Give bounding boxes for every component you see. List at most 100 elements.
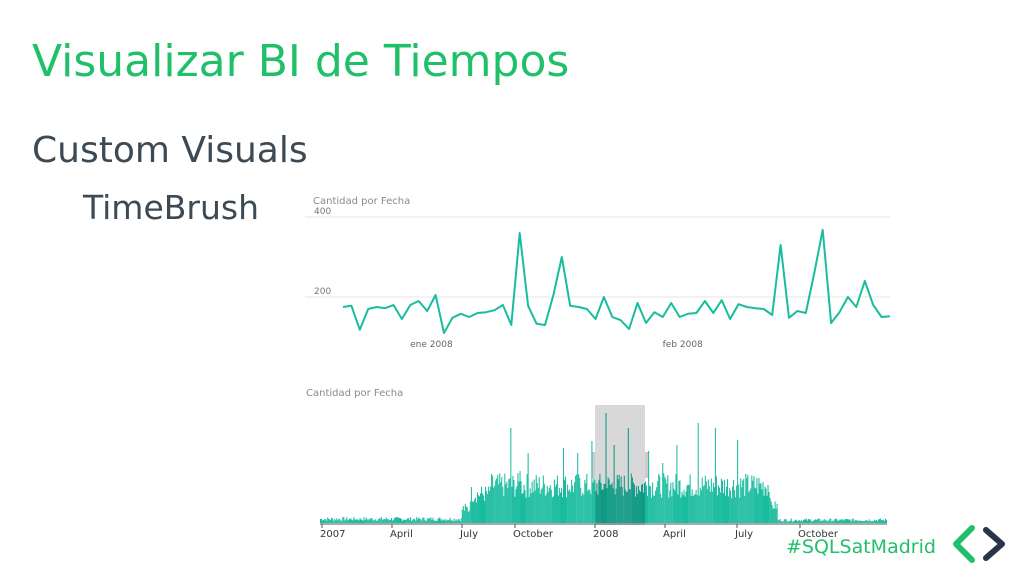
brush-bar	[738, 484, 740, 523]
brush-bar	[377, 519, 379, 523]
brush-bar	[550, 489, 552, 523]
brush-handle-left[interactable]	[592, 452, 595, 478]
brush-bar	[495, 480, 497, 523]
brush-bar	[416, 517, 418, 523]
brush-bar	[483, 495, 485, 523]
brush-bar	[351, 519, 353, 523]
brush-bar	[611, 482, 613, 523]
brush-bar	[538, 477, 540, 523]
brush-bar	[775, 508, 777, 523]
brush-bar	[455, 519, 457, 523]
brush-xtick-label: October	[798, 529, 839, 540]
brush-bar	[633, 484, 635, 523]
brush-bar	[426, 520, 428, 523]
brush-bar	[848, 519, 850, 523]
brush-bar	[345, 519, 347, 523]
timebrush-chart[interactable]: 2007 April July October 2008 April July October	[315, 400, 895, 550]
brush-bar	[403, 519, 405, 523]
brush-bar	[452, 521, 454, 523]
brush-bar	[662, 463, 664, 523]
brush-bar	[795, 519, 797, 523]
brush-bar	[537, 488, 539, 523]
brush-bar	[786, 521, 788, 523]
slide-title: Visualizar BI de Tiempos	[32, 36, 570, 87]
brush-bar	[331, 517, 333, 523]
brush-bar	[367, 520, 369, 523]
brush-bar	[349, 518, 351, 523]
brush-bar	[606, 488, 608, 523]
line-ytick-label: 200	[314, 287, 331, 297]
brush-bar	[518, 481, 520, 523]
brush-bar	[517, 473, 519, 523]
brush-bar	[734, 490, 736, 523]
brush-bar	[530, 493, 532, 523]
brush-bar	[485, 486, 487, 523]
brush-bar	[622, 495, 624, 523]
brush-bar	[463, 510, 465, 523]
brush-bar	[631, 477, 633, 523]
brush-bar	[636, 494, 638, 523]
brush-bar	[543, 483, 545, 523]
brush-bar	[706, 489, 708, 523]
brush-bar	[529, 488, 531, 523]
brush-bar	[570, 492, 572, 523]
brush-bar	[669, 490, 671, 523]
brush-bar	[637, 485, 639, 523]
brush-bar	[732, 486, 734, 523]
brush-bar	[471, 501, 473, 523]
brush-bar	[879, 518, 881, 523]
brush-bar	[731, 498, 733, 523]
brush-bar	[441, 519, 443, 523]
brush-bar	[561, 488, 563, 523]
brush-bar	[739, 497, 741, 523]
brush-bar	[496, 478, 498, 523]
brush-bar	[850, 521, 852, 523]
brush-bar	[526, 474, 528, 523]
brush-bar	[572, 485, 574, 523]
line-chart: 400 200 ene 2008 feb 2008	[305, 207, 891, 350]
brush-bar	[886, 519, 888, 523]
brush-bar	[432, 517, 434, 523]
brush-bar	[476, 492, 478, 523]
brush-bar	[433, 520, 435, 523]
brush-bar	[674, 490, 676, 523]
brush-bar	[453, 518, 455, 523]
brush-bar	[438, 517, 440, 523]
brush-bar	[523, 484, 525, 523]
brush-bar	[380, 517, 382, 523]
brush-bar	[401, 518, 403, 523]
brush-xtick-label: 2007	[320, 529, 345, 540]
brush-bar	[710, 478, 712, 523]
brush-bar	[321, 518, 323, 523]
brush-bar	[340, 520, 342, 523]
brush-bar	[493, 487, 495, 523]
brush-bar	[582, 492, 584, 523]
brush-xtick-label: 2008	[593, 529, 618, 540]
brush-bar	[607, 477, 609, 523]
brush-bar	[503, 496, 505, 523]
brush-bar	[639, 491, 641, 523]
brush-bar	[579, 477, 581, 523]
brush-bar	[551, 497, 553, 523]
brush-bar	[578, 474, 580, 523]
brush-bar	[807, 520, 809, 523]
brush-handle-right[interactable]	[645, 452, 648, 478]
brush-bar	[399, 518, 401, 523]
brush-bar	[866, 520, 868, 523]
brush-bar	[688, 484, 690, 523]
brush-bar	[333, 520, 335, 523]
brush-bar	[855, 520, 857, 523]
brush-bar	[486, 491, 488, 523]
brush-bar	[539, 493, 541, 523]
brush-bar	[410, 517, 412, 523]
brush-bar	[507, 488, 509, 523]
brush-bar	[337, 520, 339, 523]
brush-bar	[512, 475, 514, 523]
brush-bar	[372, 520, 374, 523]
brush-bar	[658, 474, 660, 523]
brush-bar	[527, 453, 529, 523]
brush-bar	[642, 483, 644, 523]
brush-bar	[328, 518, 330, 523]
brush-bar	[524, 490, 526, 523]
brush-bar	[490, 486, 492, 523]
